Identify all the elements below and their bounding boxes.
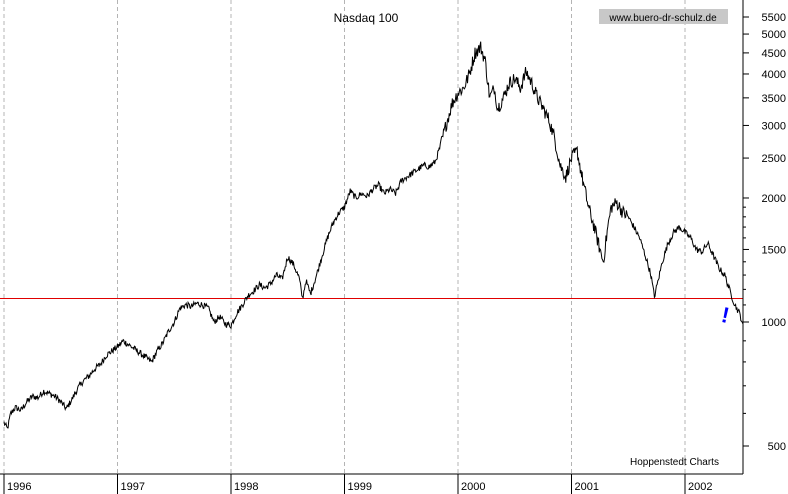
y-tick-label-500: 500	[768, 441, 786, 453]
y-tick-label-4000: 4000	[762, 69, 786, 81]
x-tick-label-2002: 2002	[688, 481, 712, 493]
y-tick-label-2000: 2000	[762, 193, 786, 205]
y-tick-label-2500: 2500	[762, 153, 786, 165]
y-tick-label-1500: 1500	[762, 244, 786, 256]
y-tick-label-1000: 1000	[762, 317, 786, 329]
x-tick-label-1996: 1996	[7, 481, 31, 493]
watermark-text: www.buero-dr-schulz.de	[608, 13, 717, 24]
chart-title: Nasdaq 100	[334, 11, 399, 25]
price-line	[3, 41, 744, 429]
x-tick-label-1998: 1998	[234, 481, 258, 493]
source-label: Hoppenstedt Charts	[630, 457, 719, 468]
x-tick-label-1999: 1999	[348, 481, 372, 493]
annotation-mark: !	[719, 302, 731, 328]
y-tick-label-3500: 3500	[762, 93, 786, 105]
y-tick-label-4500: 4500	[762, 48, 786, 60]
y-tick-label-5500: 5500	[762, 12, 786, 24]
x-tick-label-2000: 2000	[461, 481, 485, 493]
y-axis-ticks: 500 1000 1500 2000 2500 3000 3500 4000 4500 5000 5…	[743, 12, 786, 453]
x-tick-label-1997: 1997	[121, 481, 145, 493]
vertical-gridlines	[3, 0, 686, 474]
y-tick-label-3000: 3000	[762, 120, 786, 132]
x-axis-ticks: 1996 1997 1998 1999 2000 2001 2002	[3, 474, 712, 494]
watermark-background	[599, 9, 728, 24]
x-tick-label-2001: 2001	[575, 481, 599, 493]
y-tick-label-5000: 5000	[762, 29, 786, 41]
